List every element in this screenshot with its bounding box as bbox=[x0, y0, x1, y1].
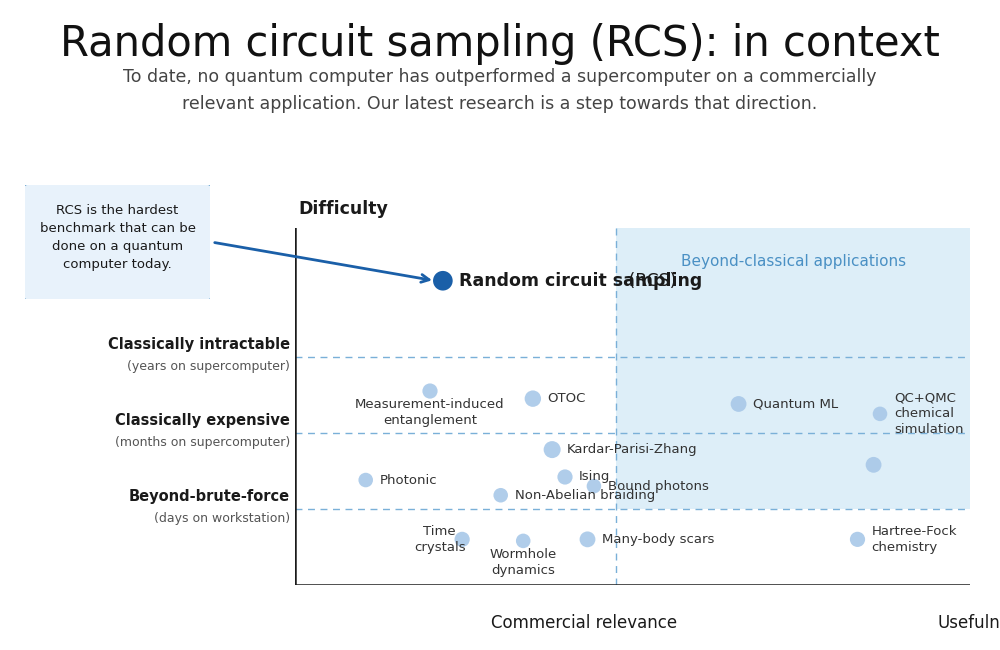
Text: (days on workstation): (days on workstation) bbox=[154, 512, 290, 525]
Text: Classically intractable: Classically intractable bbox=[108, 337, 290, 352]
Point bbox=[557, 472, 573, 482]
Text: Time
crystals: Time crystals bbox=[414, 525, 465, 554]
Text: Difficulty: Difficulty bbox=[298, 200, 388, 218]
Text: Beyond-classical applications: Beyond-classical applications bbox=[681, 254, 906, 269]
Point bbox=[422, 386, 438, 396]
Text: Random circuit sampling: Random circuit sampling bbox=[459, 272, 702, 290]
Point bbox=[872, 409, 888, 419]
Text: Measurement-induced
entanglement: Measurement-induced entanglement bbox=[355, 398, 505, 427]
Point bbox=[525, 393, 541, 404]
Point bbox=[358, 475, 374, 486]
Text: (RCS): (RCS) bbox=[623, 272, 676, 290]
Text: Many-body scars: Many-body scars bbox=[602, 533, 714, 546]
Text: Bound photons: Bound photons bbox=[608, 480, 709, 493]
Text: Classically expensive: Classically expensive bbox=[115, 413, 290, 428]
Text: QC+QMC
chemical
simulation: QC+QMC chemical simulation bbox=[894, 391, 964, 436]
Text: Quantum ML: Quantum ML bbox=[753, 397, 838, 410]
Text: To date, no quantum computer has outperformed a supercomputer on a commercially
: To date, no quantum computer has outperf… bbox=[123, 68, 877, 113]
Text: Kardar-Parisi-Zhang: Kardar-Parisi-Zhang bbox=[566, 443, 697, 456]
Text: Usefulness: Usefulness bbox=[938, 614, 1000, 632]
Text: Commercial relevance: Commercial relevance bbox=[491, 614, 677, 632]
Text: Random circuit sampling (RCS): in context: Random circuit sampling (RCS): in contex… bbox=[60, 23, 940, 65]
Point bbox=[515, 536, 531, 546]
Bar bbox=[616, 227, 970, 509]
Point bbox=[866, 460, 882, 470]
Text: Non-Abelian braiding: Non-Abelian braiding bbox=[515, 489, 655, 502]
Point bbox=[544, 445, 560, 455]
Text: RCS is the hardest
benchmark that can be
done on a quantum
computer today.: RCS is the hardest benchmark that can be… bbox=[40, 204, 196, 271]
Text: OTOC: OTOC bbox=[547, 392, 585, 405]
Point bbox=[435, 276, 451, 286]
Text: (years on supercomputer): (years on supercomputer) bbox=[127, 360, 290, 373]
Point bbox=[731, 398, 747, 409]
Text: Ising: Ising bbox=[579, 471, 611, 484]
FancyBboxPatch shape bbox=[21, 183, 214, 301]
Point bbox=[454, 534, 470, 545]
Point bbox=[580, 534, 596, 545]
Text: (months on supercomputer): (months on supercomputer) bbox=[115, 436, 290, 449]
Point bbox=[493, 490, 509, 501]
Text: Wormhole
dynamics: Wormhole dynamics bbox=[490, 548, 557, 577]
Text: Photonic: Photonic bbox=[380, 474, 437, 487]
Point bbox=[586, 481, 602, 491]
Point bbox=[849, 534, 865, 545]
Text: Hartree-Fock
chemistry: Hartree-Fock chemistry bbox=[872, 525, 957, 554]
Text: Beyond-brute-force: Beyond-brute-force bbox=[129, 489, 290, 504]
